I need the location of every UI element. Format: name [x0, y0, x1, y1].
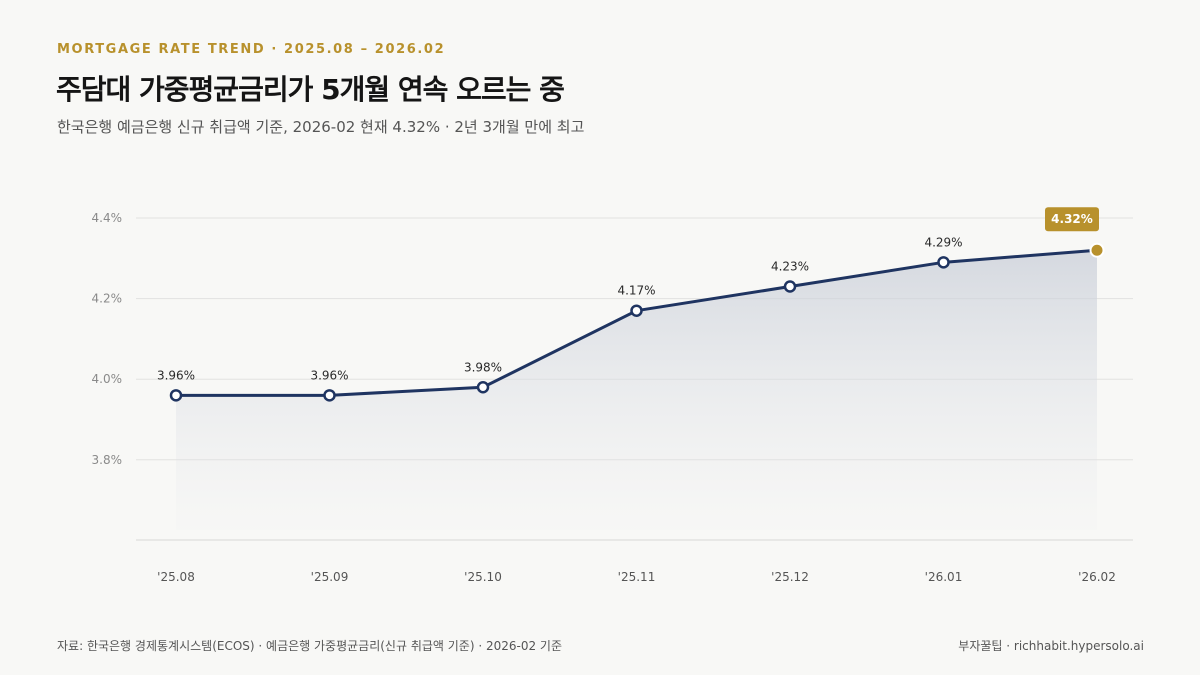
- data-label: 3.96%: [157, 368, 195, 382]
- x-tick-label: '25.10: [464, 570, 502, 584]
- brand-credit: 부자꿀팁 · richhabit.hypersolo.ai: [958, 639, 1144, 653]
- data-label: 4.29%: [924, 235, 962, 249]
- y-tick-label: 3.8%: [92, 453, 123, 467]
- x-tick-label: '25.09: [311, 570, 349, 584]
- data-point-highlight: [1089, 242, 1105, 258]
- chart-kicker: MORTGAGE RATE TREND · 2025.08 – 2026.02: [57, 42, 446, 57]
- source-note: 자료: 한국은행 경제통계시스템(ECOS) · 예금은행 가중평균금리(신규 …: [57, 639, 562, 653]
- y-tick-label: 4.2%: [92, 292, 123, 306]
- data-point: [476, 381, 490, 394]
- highlight-label-badge: [1045, 207, 1099, 232]
- x-tick-label: '25.11: [618, 570, 656, 584]
- data-point: [937, 256, 950, 269]
- chart-title: 주담대 가중평균금리가 5개월 연속 오르는 중: [56, 73, 565, 106]
- data-label: 4.17%: [617, 284, 655, 298]
- chart-subtitle: 한국은행 예금은행 신규 취급액 기준, 2026-02 현재 4.32% · …: [57, 118, 585, 136]
- data-point: [783, 280, 797, 293]
- data-label: 3.96%: [310, 368, 348, 382]
- data-point: [323, 389, 336, 402]
- x-tick-label: '26.01: [925, 570, 963, 584]
- y-tick-label: 4.0%: [92, 372, 123, 386]
- series-area-fill: [176, 250, 1097, 531]
- data-point: [169, 389, 183, 402]
- data-point: [630, 304, 643, 317]
- x-tick-label: '25.12: [771, 570, 809, 584]
- data-label: 4.23%: [771, 260, 809, 274]
- y-tick-label: 4.4%: [92, 211, 123, 225]
- data-label: 3.98%: [464, 360, 502, 374]
- data-label-highlight: 4.32%: [1051, 212, 1093, 226]
- x-tick-label: '26.02: [1078, 570, 1116, 584]
- x-tick-label: '25.08: [157, 570, 195, 584]
